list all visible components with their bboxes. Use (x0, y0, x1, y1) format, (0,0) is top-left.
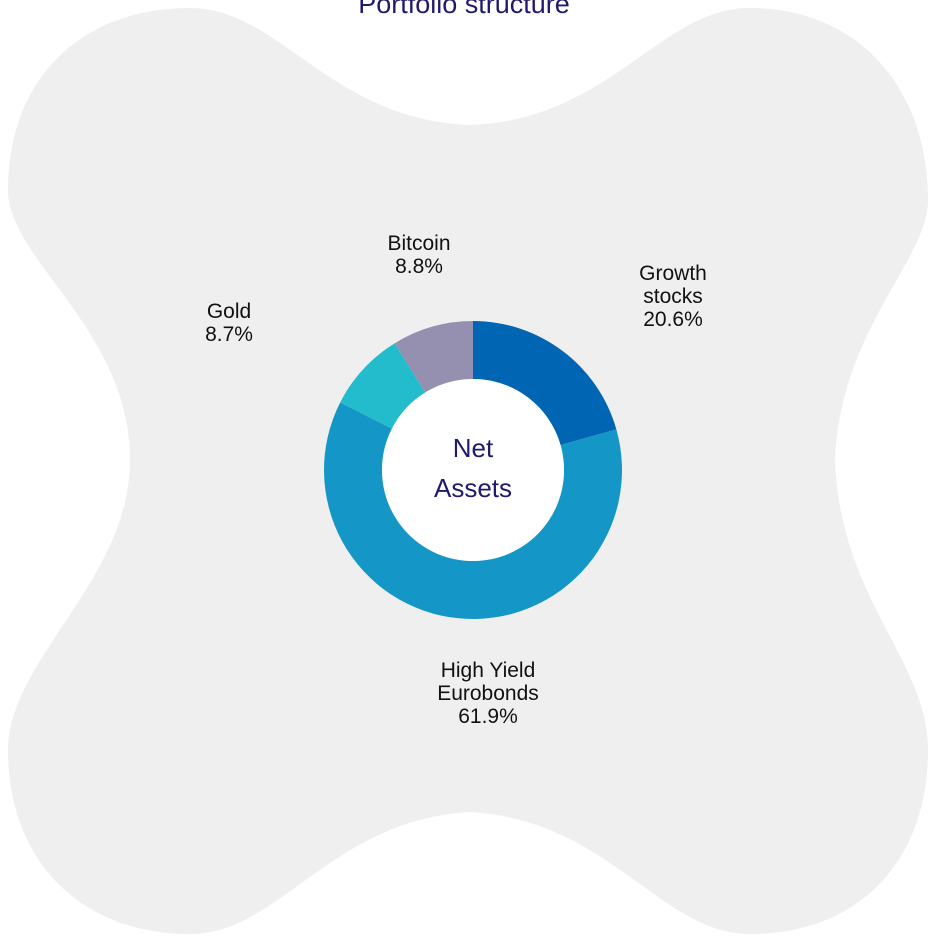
slice-label-growth-stocks: Growth stocks 20.6% (618, 262, 728, 331)
slice-name-line: Eurobonds (437, 682, 539, 705)
donut-slice-bitcoin (394, 321, 473, 393)
slice-label-high-yield-eurobonds: High Yield Eurobonds 61.9% (413, 659, 563, 728)
donut-center-hole (382, 379, 564, 561)
donut-slice-gold (340, 343, 426, 429)
slice-name-line: High Yield (440, 659, 536, 682)
slice-percent: 20.6% (643, 308, 703, 331)
slice-label-bitcoin: Bitcoin 8.8% (374, 232, 464, 278)
donut-chart (323, 321, 622, 619)
donut-slice-high-yield-eurobonds (323, 402, 622, 619)
slice-label-gold: Gold 8.7% (184, 300, 274, 346)
center-label: Net Assets (398, 428, 548, 508)
slice-name-line: stocks (643, 285, 703, 308)
center-label-line-2: Assets (433, 473, 513, 503)
center-label-line-1: Net (452, 433, 494, 463)
donut-slice-growth-stocks (473, 321, 617, 446)
slice-name-line: Growth (639, 262, 707, 285)
slice-name-line: Gold (206, 300, 252, 323)
chart-title: Portfolio structure (358, 0, 570, 19)
slice-percent: 8.8% (395, 255, 443, 278)
slice-percent: 8.7% (205, 323, 253, 346)
slice-name-line: Bitcoin (387, 232, 451, 255)
slice-percent: 61.9% (458, 705, 518, 728)
